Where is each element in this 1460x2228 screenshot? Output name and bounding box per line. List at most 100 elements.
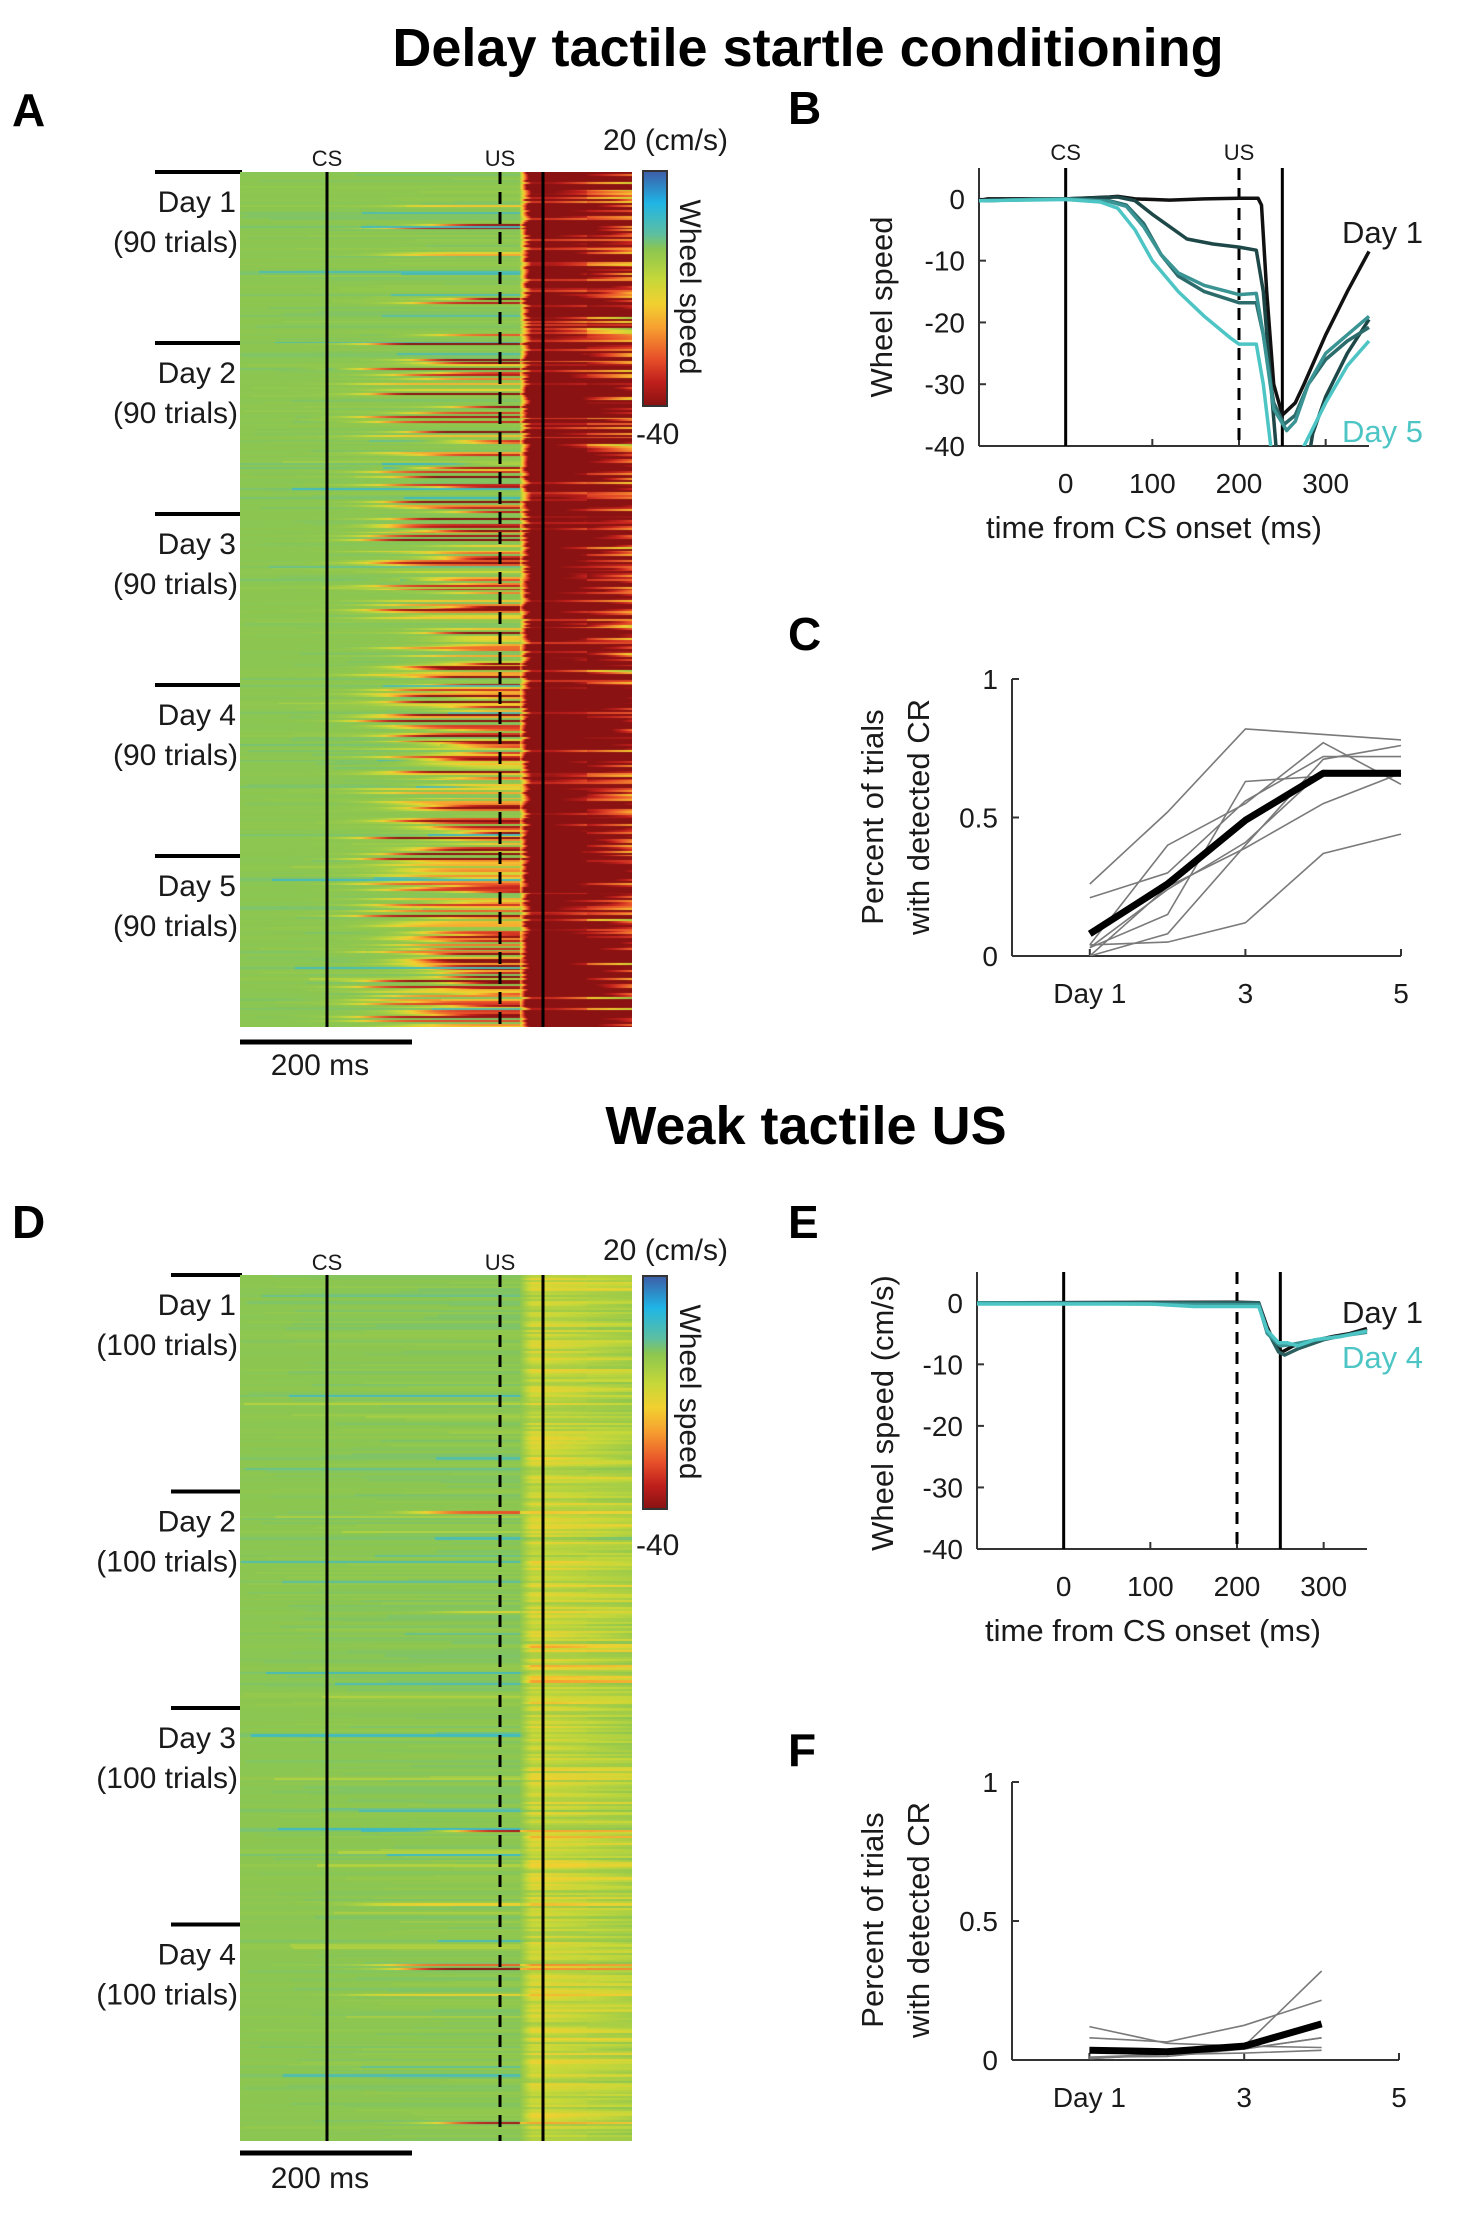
y-tick-label: -40	[923, 1534, 963, 1565]
panel-b-ylabel: Wheel speed	[864, 217, 899, 398]
y-tick-label: -30	[925, 369, 965, 400]
x-tick-label: 200	[1214, 1571, 1261, 1602]
cs-label: CS	[312, 146, 343, 171]
x-tick-label: 5	[1391, 2082, 1407, 2113]
trial-count-label: (100 trials)	[96, 1979, 238, 2012]
colorbar-max-label: 20 (cm/s)	[603, 1234, 728, 1267]
panel-e-ylabel: Wheel speed (cm/s)	[865, 1275, 900, 1551]
individual-line-5	[1089, 744, 1402, 956]
x-tick-label: 100	[1129, 468, 1176, 499]
trial-count-label: (90 trials)	[113, 397, 238, 430]
y-tick-label: -30	[923, 1472, 963, 1503]
panel-f-ylabel-line2: with detected CR	[901, 1802, 936, 2039]
panel-c-chart: 0 0.5 1 Day 1 3 5	[959, 664, 1409, 1009]
scale-bar-label: 200 ms	[271, 2162, 369, 2195]
individual-line-1	[1089, 728, 1402, 885]
trial-count-label: (90 trials)	[113, 226, 238, 259]
heatmap-d-annotations: CS US 20 (cm/s) -40 Wheel speed 200 ms	[240, 1234, 728, 2195]
series-line-3	[977, 1301, 1368, 1348]
x-tick-label: 200	[1216, 468, 1263, 499]
day-label: Day 3	[158, 528, 236, 561]
us-label: US	[485, 1250, 516, 1275]
panel-e-legend-day4: Day 4	[1342, 1340, 1423, 1375]
y-tick-label: -20	[923, 1411, 963, 1442]
x-tick-label: 100	[1127, 1571, 1174, 1602]
y-tick-label: 0	[982, 2045, 998, 2076]
x-tick-label: 300	[1300, 1571, 1347, 1602]
event-label-us: US	[1224, 140, 1255, 165]
panel-c-series	[1087, 728, 1402, 956]
panel-e-legend-day1: Day 1	[1342, 1295, 1423, 1330]
colorbar-min-label: -40	[636, 418, 679, 451]
panel-b-legend-day1: Day 1	[1342, 215, 1423, 250]
y-tick-label: -40	[925, 431, 965, 462]
colorbar-label: Wheel speed	[673, 199, 706, 374]
y-tick-label: 0	[947, 1288, 963, 1319]
event-label-cs: CS	[1050, 140, 1081, 165]
colorbar-label: Wheel speed	[673, 1304, 706, 1479]
panel-label-f: F	[788, 1724, 816, 1776]
day-label: Day 5	[158, 870, 236, 903]
trial-count-label: (100 trials)	[96, 1329, 238, 1362]
panel-e-xlabel: time from CS onset (ms)	[985, 1613, 1321, 1648]
day-label: Day 4	[158, 1939, 236, 1972]
individual-line-2	[1089, 1999, 1322, 2043]
mean-line	[1089, 2020, 1323, 2056]
panel-b-series	[979, 194, 1371, 446]
y-tick-label: -10	[923, 1349, 963, 1380]
x-tick-label: 3	[1238, 978, 1254, 1009]
y-tick-label: 0	[982, 941, 998, 972]
individual-line-3	[1089, 741, 1402, 946]
individual-line-1	[1089, 1970, 1323, 2047]
y-tick-label: 0.5	[959, 1906, 998, 1937]
colorbar-max-label: 20 (cm/s)	[603, 124, 728, 157]
day-label: Day 2	[158, 357, 236, 390]
x-tick-label: 5	[1393, 978, 1409, 1009]
heatmap-d	[240, 1275, 632, 2141]
day-label: Day 2	[158, 1506, 236, 1539]
panel-c-ylabel-line2: with detected CR	[901, 699, 936, 936]
day-label: Day 3	[158, 1722, 236, 1755]
panel-b-chart: 0 -10 -20 -30 -40 0 100 200 300 CS US	[925, 140, 1371, 499]
x-tick-label: 0	[1056, 1571, 1072, 1602]
heatmap-d-day-labels: Day 1 (100 trials) Day 2 (100 trials) Day 3 (…	[96, 1273, 242, 2012]
series-line-5	[979, 197, 1371, 446]
us-label: US	[485, 146, 516, 171]
series-line-2	[977, 1301, 1368, 1357]
panel-f-ylabel-line1: Percent of trials	[855, 1812, 890, 2027]
trial-count-label: (100 trials)	[96, 1546, 238, 1579]
y-tick-label: -20	[925, 307, 965, 338]
day-label: Day 1	[158, 186, 236, 219]
panel-b-legend-day5: Day 5	[1342, 414, 1423, 449]
trial-count-label: (100 trials)	[96, 1762, 238, 1795]
y-tick-label: 1	[982, 664, 998, 695]
series-line-4	[979, 197, 1371, 433]
panel-label-b: B	[788, 82, 821, 134]
panel-b-xlabel: time from CS onset (ms)	[986, 510, 1322, 545]
panel-e-chart: 0 -10 -20 -30 -40 0 100 200 300	[923, 1272, 1368, 1602]
trial-count-label: (90 trials)	[113, 568, 238, 601]
trial-count-label: (90 trials)	[113, 739, 238, 772]
colorbar-a	[642, 170, 668, 407]
title-top: Delay tactile startle conditioning	[392, 18, 1223, 78]
series-line-4	[977, 1302, 1368, 1348]
panel-label-c: C	[788, 608, 821, 660]
panel-label-a: A	[12, 84, 45, 136]
x-tick-label: Day 1	[1053, 978, 1126, 1009]
day-label: Day 1	[158, 1289, 236, 1322]
panel-label-d: D	[12, 1196, 45, 1248]
heatmap-a-day-labels: Day 1 (90 trials) Day 2 (90 trials) Day 3 (90…	[113, 170, 242, 943]
y-tick-label: 0	[949, 184, 965, 215]
mean-line	[1087, 769, 1401, 937]
scale-bar-label: 200 ms	[271, 1049, 369, 1082]
cs-label: CS	[312, 1250, 343, 1275]
panel-label-e: E	[788, 1196, 819, 1248]
x-tick-label: 0	[1058, 468, 1074, 499]
title-bottom: Weak tactile US	[605, 1096, 1006, 1156]
day-label: Day 4	[158, 699, 236, 732]
heatmap-a-annotations: CS US 20 (cm/s) -40 Wheel speed 200 ms	[240, 124, 728, 1082]
y-tick-label: 1	[982, 1767, 998, 1798]
